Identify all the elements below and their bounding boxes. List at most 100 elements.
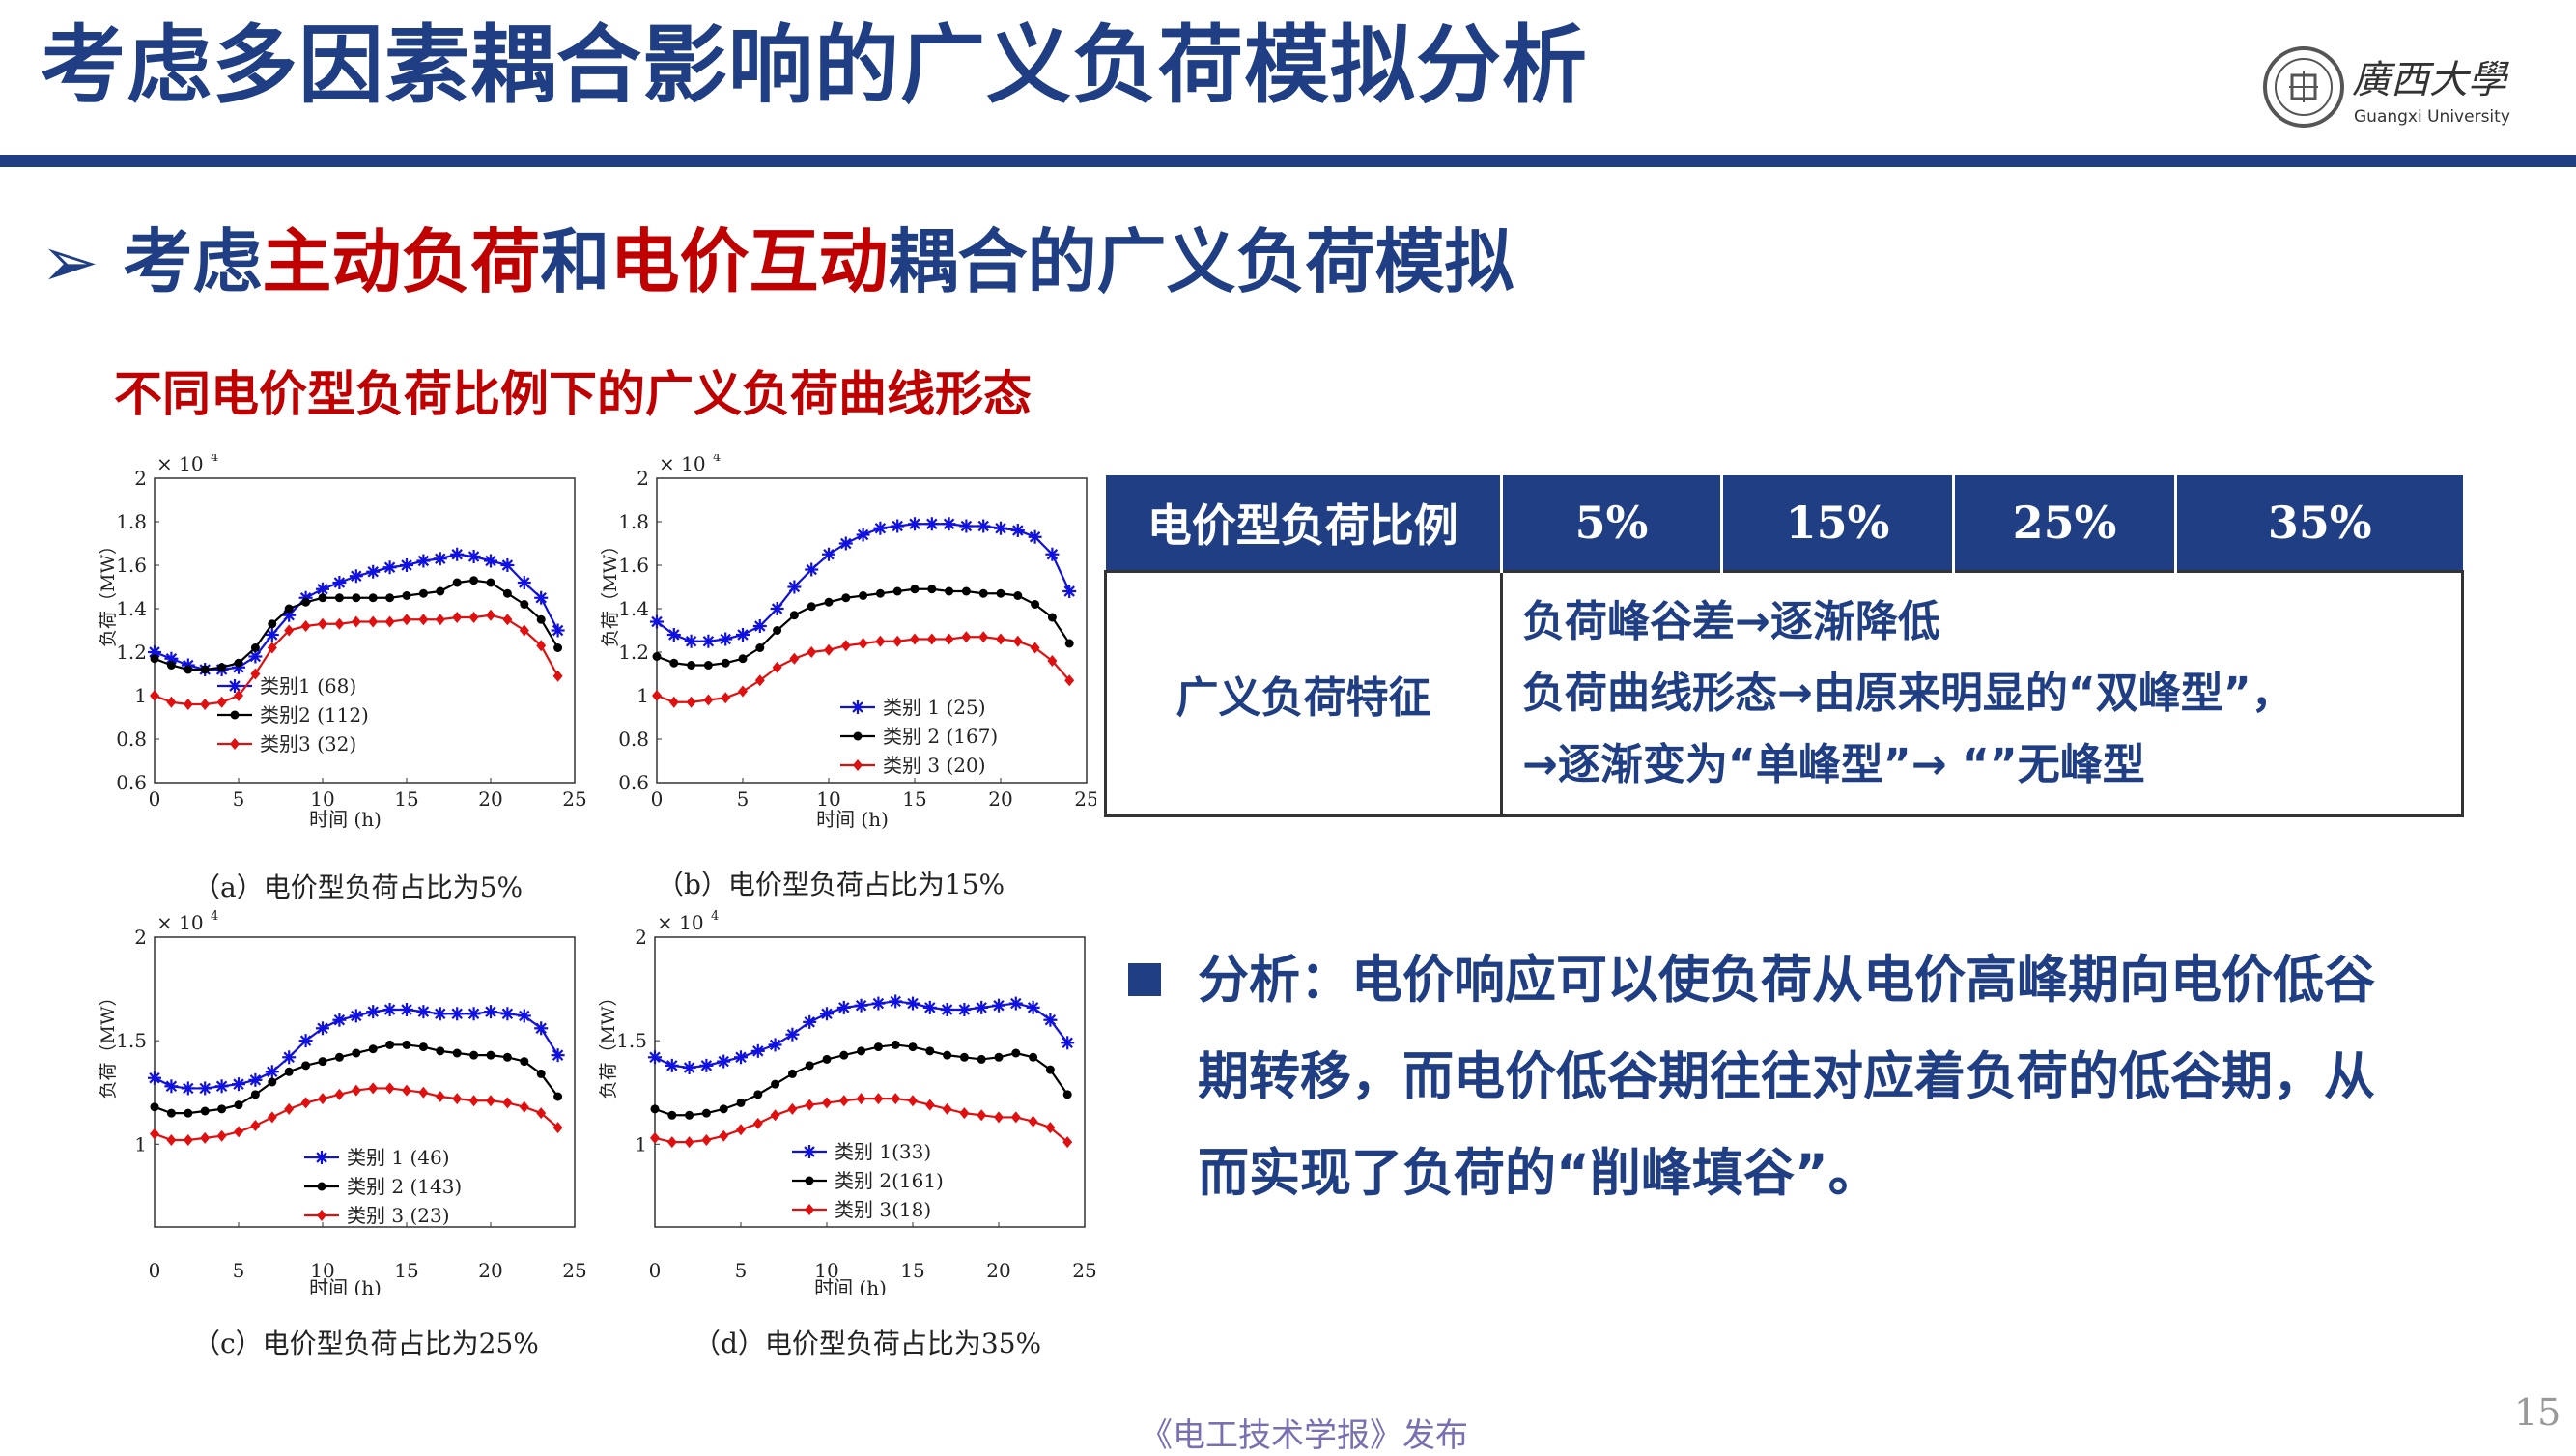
star-marker-stroke (451, 1008, 463, 1020)
circle-marker (217, 663, 227, 672)
diamond-marker (318, 617, 327, 630)
chart-b: × 10 4 0 5 10 15 20 25 0.6 0.8 1 1.2 1.4 1.6 1.8 2 时间 (h… (584, 450, 1099, 850)
diamond-marker (502, 1097, 513, 1109)
circle-marker (925, 1046, 935, 1056)
star-marker-stroke (467, 1008, 480, 1020)
diamond-marker (384, 615, 395, 628)
star-marker-stroke (1062, 1037, 1073, 1049)
y-tick-label: 1 (134, 684, 147, 707)
table-header-row: 电价型负荷比例 5% 15% 25% 35% (1105, 475, 2463, 572)
diamond-marker (805, 1204, 814, 1215)
heading-highlight-price-interaction: 电价互动 (609, 221, 889, 302)
circle-marker (334, 593, 344, 603)
diamond-marker (552, 670, 563, 682)
diamond-marker (536, 1107, 547, 1120)
y-tick-label: 1.5 (616, 1029, 647, 1052)
star-marker-stroke (1063, 585, 1075, 597)
diamond-marker (216, 696, 227, 708)
y-tick-label: 1 (637, 684, 649, 707)
logo-text: 廣西大學 (2352, 58, 2509, 102)
circle-marker (520, 1057, 529, 1067)
circle-marker (857, 1046, 866, 1056)
star-marker-stroke (519, 1010, 530, 1022)
circle-marker (368, 593, 378, 603)
diamond-marker (200, 1131, 211, 1144)
circle-marker (807, 602, 816, 612)
star-marker-stroke (535, 1022, 547, 1035)
star-marker-stroke (752, 1045, 764, 1057)
description-line: 负荷峰谷差→逐渐降低 (1522, 597, 1940, 646)
series-group (650, 1040, 1072, 1120)
star-marker-stroke (718, 1055, 729, 1068)
circle-marker (234, 1100, 243, 1110)
table-description-cell: 负荷峰谷差→逐渐降低 负荷曲线形态→由原来明显的“双峰型”， →逐渐变为“单峰型… (1500, 570, 2464, 817)
circle-marker (418, 1042, 428, 1052)
star-marker-stroke (786, 1028, 799, 1041)
table-row: 广义负荷特征 负荷峰谷差→逐渐降低 负荷曲线形态→由原来明显的“双峰型”， →逐… (1104, 570, 2464, 817)
star-marker-stroke (907, 997, 919, 1010)
diamond-marker (686, 696, 696, 708)
series-group (150, 609, 563, 710)
star-marker-stroke (1027, 1002, 1039, 1013)
circle-marker (318, 1057, 327, 1067)
diamond-marker (910, 633, 920, 645)
star-marker-stroke (838, 1002, 850, 1013)
x-tick-label: 25 (562, 1259, 586, 1282)
star-marker-stroke (401, 559, 412, 571)
star-marker-stroke (926, 518, 938, 529)
diamond-marker (926, 633, 937, 645)
star-marker-stroke (977, 520, 989, 532)
y-tick-label: 1.8 (116, 510, 147, 533)
legend-label: 类别 3(18) (835, 1198, 931, 1221)
circle-marker (502, 588, 512, 598)
circle-marker (520, 600, 529, 609)
diamond-marker (435, 1091, 445, 1102)
diamond-marker (317, 1210, 326, 1221)
star-marker-stroke (199, 1082, 211, 1095)
footer-source: 《电工技术学报》发布 (1140, 1416, 1468, 1455)
circle-marker (469, 576, 479, 585)
star-marker-stroke (367, 1006, 379, 1017)
diamond-marker (351, 615, 361, 628)
star-marker-stroke (165, 1080, 178, 1093)
star-marker-stroke (417, 1006, 430, 1017)
diamond-marker (701, 1134, 712, 1146)
star-marker-stroke (417, 555, 430, 567)
circle-marker (150, 1102, 159, 1112)
circle-marker (317, 1182, 326, 1191)
circle-marker (773, 626, 782, 635)
circle-marker (959, 1052, 969, 1062)
square-bullet-icon (1128, 963, 1161, 996)
circle-marker (687, 661, 696, 670)
series-group (150, 1040, 563, 1118)
circle-marker (1031, 600, 1040, 609)
x-tick-label: 15 (902, 787, 926, 811)
star-marker-stroke (685, 636, 697, 647)
x-tick-label: 10 (814, 1259, 838, 1282)
circle-marker (669, 658, 679, 668)
x-tick-label: 25 (1072, 1259, 1096, 1282)
diamond-marker (318, 1093, 327, 1105)
circle-marker (805, 1176, 814, 1185)
diamond-marker (1010, 1111, 1021, 1124)
star-marker-stroke (666, 1060, 678, 1071)
diamond-marker (1064, 674, 1075, 687)
circle-marker (234, 658, 243, 668)
star-marker-stroke (299, 1035, 312, 1046)
circle-marker (738, 654, 748, 664)
star-marker-stroke (995, 523, 1006, 534)
section-heading: ➢ 考虑主动负荷和电价互动耦合的广义负荷模拟 (41, 205, 1514, 306)
series-group (148, 1003, 565, 1096)
circle-marker (908, 1042, 918, 1052)
circle-marker (268, 1077, 277, 1087)
star-marker-stroke (267, 629, 278, 641)
star-marker-stroke (1029, 531, 1041, 543)
star-marker-stroke (149, 646, 160, 658)
circle-marker (553, 1092, 563, 1101)
y-tick-label: 1 (635, 1132, 647, 1156)
diamond-marker (754, 674, 765, 687)
star-marker-stroke (821, 1008, 833, 1020)
star-marker-stroke (737, 629, 749, 641)
circle-marker (771, 1079, 780, 1089)
legend-label: 类别1 (68) (260, 674, 356, 698)
